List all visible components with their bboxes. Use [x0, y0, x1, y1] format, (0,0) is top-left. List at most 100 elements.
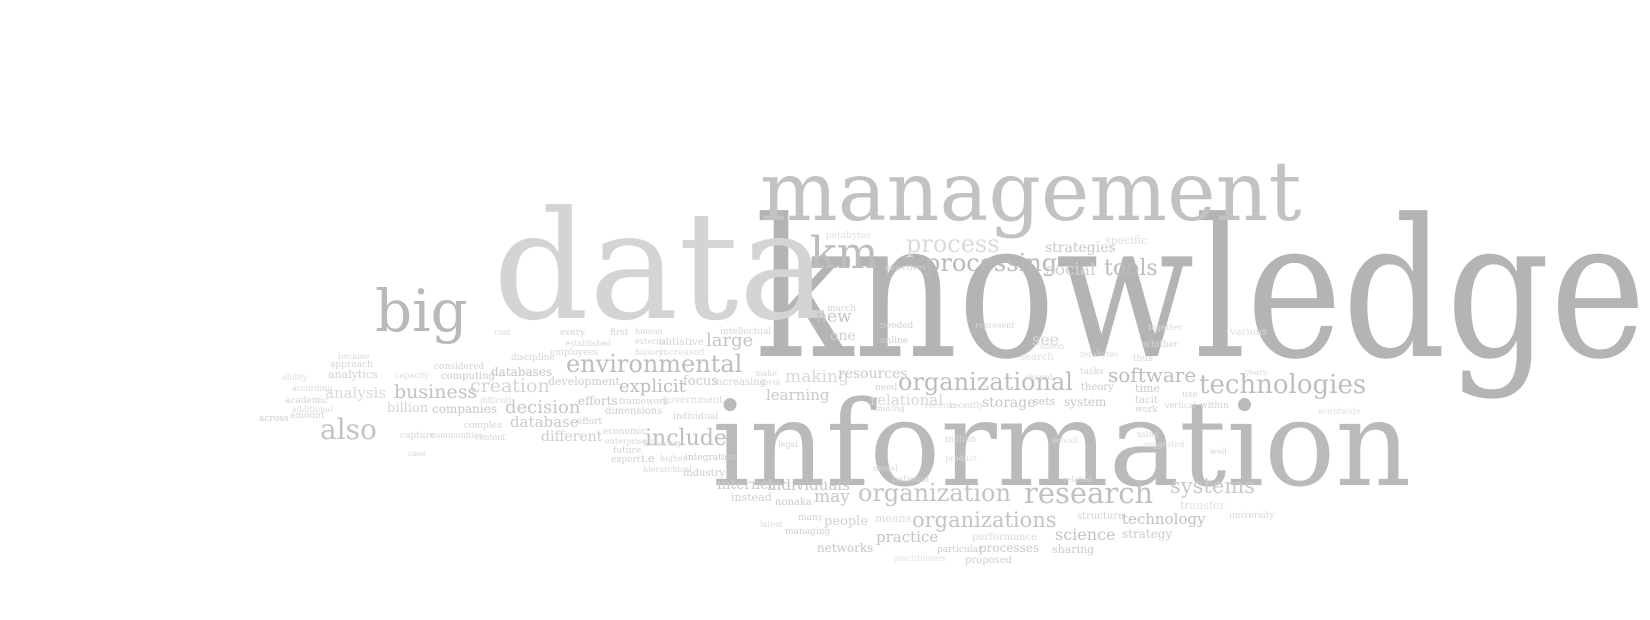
word-transfer: transfer	[1180, 499, 1225, 512]
word-became: became	[338, 352, 370, 361]
word-employees: employees	[550, 348, 599, 358]
word-tools: tools	[1104, 256, 1158, 281]
word-proposed: proposed	[965, 555, 1013, 566]
word-approach: approach	[330, 360, 373, 370]
word-legal: legal	[778, 440, 798, 449]
word-i-e: i.e	[641, 452, 655, 465]
word-system: system	[1064, 395, 1107, 409]
word-government: government	[662, 395, 724, 406]
word-represent: represent	[975, 321, 1015, 330]
word-people: people	[824, 514, 869, 529]
word-organization: organization	[858, 479, 1011, 507]
word-making: making	[785, 367, 849, 387]
word-school: school	[1052, 436, 1078, 445]
word-whither: whither	[1143, 340, 1179, 350]
word-many: many	[798, 513, 823, 523]
word-relational: relational	[870, 391, 944, 409]
word-together: together	[1148, 323, 1183, 332]
word-latest: latest	[760, 520, 783, 529]
word-may: may	[814, 487, 850, 507]
word-strategies: strategies	[1045, 240, 1116, 256]
word-need: need	[875, 383, 898, 393]
word-management: management	[760, 145, 1302, 240]
word-resources: resources	[838, 366, 908, 382]
word-theory: theory	[1081, 382, 1114, 393]
word-managing: managing	[785, 527, 831, 537]
word-new: new	[816, 307, 852, 327]
word-specific: specific	[1105, 234, 1148, 247]
word-database: database	[510, 413, 579, 431]
word-level: level	[761, 378, 781, 387]
word-well: well	[1210, 447, 1227, 456]
word-related: related	[1063, 475, 1092, 484]
word-tacit: tacit	[1135, 395, 1158, 406]
word-first: first	[610, 328, 629, 338]
word-internet: internet	[717, 477, 775, 493]
word-development: development	[548, 375, 620, 388]
word-decision: decision	[505, 397, 581, 418]
word-integration: integration	[685, 453, 736, 463]
word-environmental: environmental	[566, 350, 743, 378]
word-include: include	[645, 426, 727, 451]
word-objectives: objectives	[885, 263, 926, 272]
word-creation: creation	[470, 375, 550, 397]
word-framework: framework	[619, 397, 669, 407]
word-across: across	[259, 414, 289, 424]
word-within: within	[1200, 401, 1229, 411]
word-capture: capture	[400, 431, 436, 441]
word-march: march	[827, 304, 857, 314]
word-individuals: individuals	[767, 476, 850, 494]
word-sets: sets	[1033, 395, 1056, 408]
word-ability: ability	[282, 373, 308, 382]
word-big: big	[375, 277, 468, 345]
word-process: process	[906, 230, 1000, 258]
word-large: large	[706, 330, 754, 351]
word-increased: increased	[660, 348, 705, 358]
word-software: software	[1108, 363, 1197, 387]
word-model: model	[873, 464, 898, 473]
word-hierarchical: hierarchical	[643, 465, 692, 474]
word-individual: individual	[673, 412, 719, 422]
word-additional: additional	[292, 405, 333, 414]
word-university: university	[1229, 511, 1275, 521]
word-expert: expert	[611, 455, 641, 465]
word-science: science	[1055, 525, 1116, 544]
word-discipline: discipline	[511, 353, 555, 363]
word-technologies: technologies	[1199, 370, 1367, 400]
word-capacity: capacity	[395, 371, 429, 380]
word-national: national	[892, 475, 930, 485]
word-suggested: suggested	[1143, 440, 1185, 449]
word-make: make	[755, 369, 777, 378]
word-systems: systems	[1170, 474, 1255, 498]
word-effort: effort	[577, 417, 603, 427]
word-also: also	[320, 413, 377, 446]
word-research: research	[1024, 476, 1154, 510]
word-social: social	[1046, 260, 1096, 280]
word-difficult: difficult	[480, 396, 512, 405]
word-particular: particular	[937, 545, 983, 555]
word-online: online	[880, 336, 909, 346]
word-practice: practice	[876, 528, 939, 546]
word-sharing: sharing	[1052, 543, 1095, 556]
word-nonaka: nonaka	[775, 497, 812, 508]
word-focus: focus	[683, 374, 718, 389]
word-economic: economic	[603, 427, 647, 437]
word-needed: needed	[880, 321, 914, 331]
word-companies: companies	[432, 402, 497, 416]
word-moving: moving	[875, 404, 905, 413]
word-records: records	[925, 401, 956, 410]
word-thus: thus	[1133, 354, 1153, 364]
word-km: km	[810, 228, 879, 279]
word-initiative: initiative	[659, 337, 704, 348]
word-work: work	[1135, 405, 1158, 415]
word-petabytes: petabytes	[826, 231, 871, 241]
word-instead: instead	[731, 491, 772, 504]
word-networks: networks	[817, 541, 874, 555]
word-knowledge: knowledge	[755, 179, 1646, 402]
word-efforts: efforts	[578, 394, 618, 408]
word-amount: amount	[290, 411, 325, 421]
word-product: product	[945, 454, 977, 463]
word-databases: databases	[491, 365, 553, 379]
word-processing: processing	[925, 249, 1058, 277]
word-various: various	[1230, 327, 1268, 338]
